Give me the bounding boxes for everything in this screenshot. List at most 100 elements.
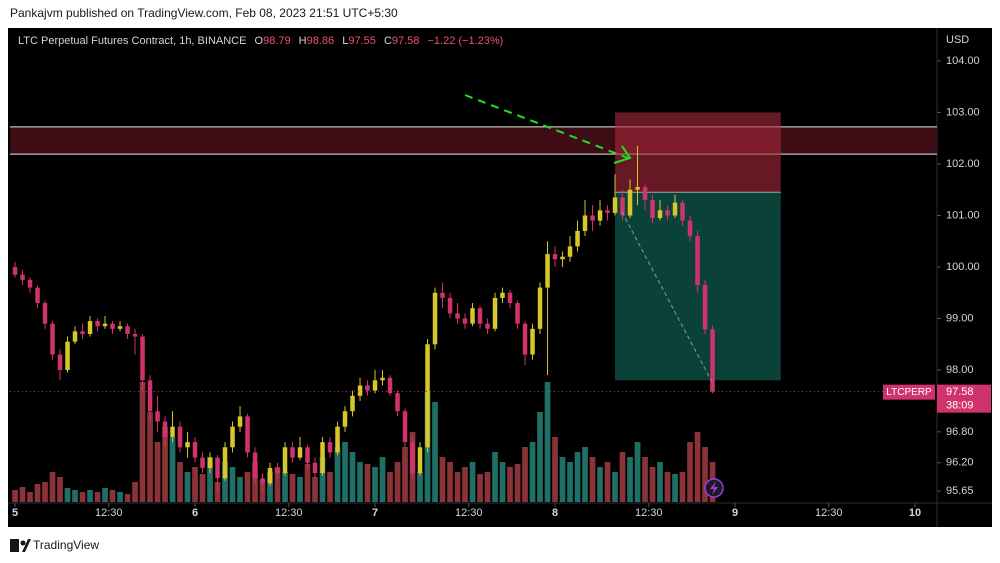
candle-body xyxy=(57,354,63,371)
volume-bar xyxy=(522,447,528,502)
volume-bar xyxy=(132,482,138,502)
y-tick-label: 96.80 xyxy=(946,426,974,438)
candle-body xyxy=(380,377,385,381)
legend-label: C xyxy=(383,35,392,47)
volume-bar xyxy=(529,442,536,502)
volume-bar xyxy=(469,462,476,502)
candle-body xyxy=(20,274,25,280)
y-tick-label: 104.00 xyxy=(946,55,980,67)
candle-body xyxy=(42,303,48,324)
currency: USD xyxy=(946,34,969,46)
x-tick-label: 12:30 xyxy=(95,507,123,519)
volume-bar xyxy=(567,462,573,502)
volume-bar xyxy=(619,452,626,502)
x-tick-label: 12:30 xyxy=(815,507,843,519)
publisher-line: Pankajvm published on TradingView.com, F… xyxy=(10,6,398,20)
open-value: 98.79 xyxy=(263,35,291,47)
volume-bar xyxy=(394,462,401,502)
candle-body xyxy=(582,215,588,231)
candle-body xyxy=(575,230,580,247)
alert-icon-bolt xyxy=(710,481,718,495)
candle-body xyxy=(185,442,190,448)
y-tick-label: 100.00 xyxy=(946,261,980,273)
legend: LTC Perpetual Futures Contract, 1h, BINA… xyxy=(18,35,503,47)
volume-bar xyxy=(634,442,641,502)
volume-bar xyxy=(184,472,191,502)
volume-bar xyxy=(462,467,468,502)
candle-body xyxy=(597,210,603,221)
candle-body xyxy=(627,189,633,216)
volume-bar xyxy=(552,437,558,502)
legend-label: L xyxy=(342,35,349,47)
candle-body xyxy=(162,421,168,437)
candle-body xyxy=(560,256,565,260)
candle-body xyxy=(200,457,205,468)
candle-body xyxy=(455,313,460,319)
candle-body xyxy=(357,385,363,396)
candle-body xyxy=(402,411,408,443)
candle-body xyxy=(170,426,175,437)
candle-body xyxy=(132,333,138,337)
volume-bar xyxy=(432,402,438,502)
countdown: 38:09 xyxy=(946,400,974,412)
volume-bar xyxy=(687,442,693,502)
candle-body xyxy=(207,457,213,468)
volume-bar xyxy=(207,457,213,502)
symbol-tag: LTCPERP xyxy=(886,387,932,398)
candle-body xyxy=(485,323,490,329)
candle-body xyxy=(567,246,573,257)
volume-bar xyxy=(514,464,521,502)
candle-body xyxy=(657,210,663,219)
y-tick-label: 99.00 xyxy=(946,312,974,324)
volume-bar xyxy=(507,467,513,502)
logo xyxy=(10,539,19,552)
candle-body xyxy=(537,287,543,329)
x-tick-label: 12:30 xyxy=(455,507,483,519)
volume-bar xyxy=(364,464,371,502)
volume-bar xyxy=(342,442,348,502)
volume-bar xyxy=(597,467,603,502)
candle-body xyxy=(230,426,235,448)
volume-bar xyxy=(42,482,48,502)
volume-bar xyxy=(454,472,461,502)
volume-bar xyxy=(334,447,341,502)
volume-bar xyxy=(642,457,648,502)
volume-bar xyxy=(237,477,243,502)
candle-body xyxy=(372,380,378,391)
volume-bar xyxy=(79,492,86,502)
candle-body xyxy=(425,344,430,448)
volume-bar xyxy=(64,488,71,502)
title: LTC Perpetual Futures Contract, 1h, BINA… xyxy=(18,35,247,47)
candle-body xyxy=(177,426,183,448)
trend-arrow-head xyxy=(613,145,632,164)
volume-bar xyxy=(492,452,498,502)
volume-bar xyxy=(679,472,686,502)
volume-bar xyxy=(402,447,408,502)
candle-body xyxy=(462,318,468,324)
volume-bar xyxy=(612,472,618,502)
volume-bar xyxy=(49,472,56,502)
candle-body xyxy=(215,457,220,479)
volume-bar xyxy=(192,467,198,502)
candle-body xyxy=(267,467,273,484)
volume-bar xyxy=(124,494,131,502)
candle-body xyxy=(702,285,708,330)
candle-body xyxy=(95,321,100,327)
change: −1.22 xyxy=(427,35,456,47)
volume-bar xyxy=(147,412,153,502)
volume-bar xyxy=(109,490,116,502)
candle-body xyxy=(605,210,610,213)
candle-body xyxy=(117,326,123,329)
x-tick-label: 5 xyxy=(12,507,18,519)
volume-bar xyxy=(117,492,123,502)
volume-bar xyxy=(694,432,701,502)
candle-body xyxy=(65,341,70,371)
candle-body xyxy=(87,321,93,334)
candle-body xyxy=(440,292,445,298)
candle-body xyxy=(50,323,55,355)
volume-bar xyxy=(582,447,588,502)
y-tick-label: 102.00 xyxy=(946,158,980,170)
volume-bar xyxy=(387,472,393,502)
y-tick-label: 103.00 xyxy=(946,106,980,118)
candle-body xyxy=(35,287,40,304)
